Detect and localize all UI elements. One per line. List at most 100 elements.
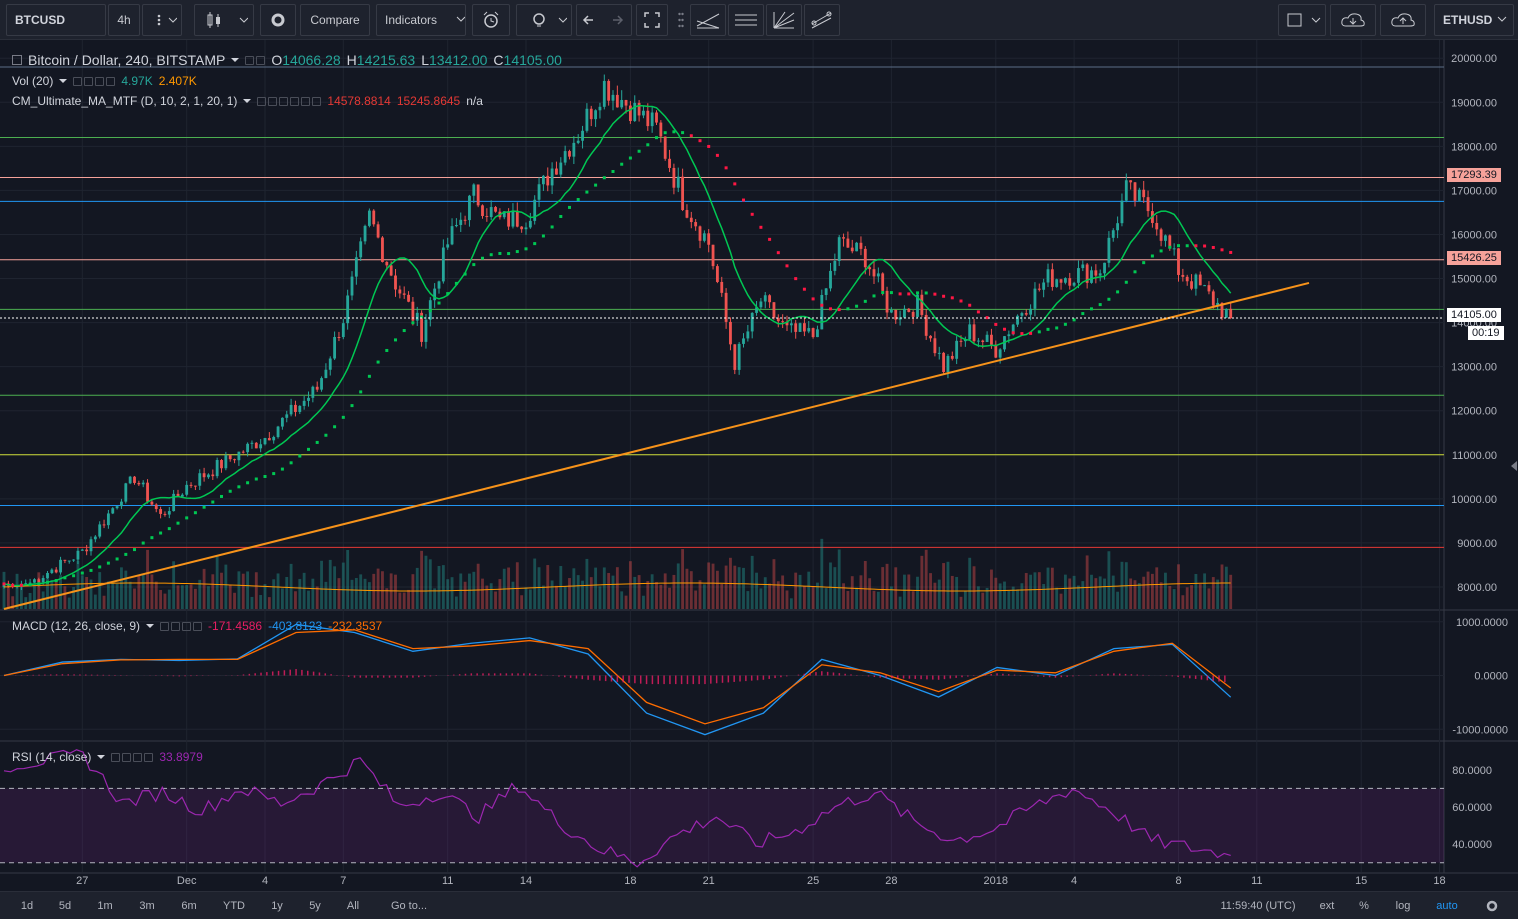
symbol-search[interactable]: BTCUSD	[6, 4, 106, 36]
candle-body	[589, 108, 593, 120]
volume-bar	[207, 586, 210, 609]
drag-handle-icon[interactable]	[676, 4, 686, 36]
volume-bar	[1068, 578, 1072, 609]
legend-tools[interactable]	[257, 96, 322, 106]
candle-body	[846, 238, 850, 248]
caret-down-icon[interactable]	[146, 622, 155, 630]
ma-dot	[976, 310, 980, 314]
legend-tools[interactable]	[73, 76, 116, 86]
volume-bar	[1142, 576, 1146, 609]
ma-dot	[707, 144, 711, 148]
range-1y[interactable]: 1y	[271, 900, 283, 912]
ext-toggle[interactable]: ext	[1319, 900, 1335, 912]
volume-bar	[1003, 581, 1006, 609]
range-5d[interactable]: 5d	[58, 900, 72, 912]
candle-body	[894, 309, 898, 320]
ma-dot	[394, 338, 397, 342]
candle-body	[676, 176, 680, 188]
ideas-button[interactable]	[516, 4, 572, 36]
interval-button[interactable]: 4h	[108, 4, 140, 36]
volume-bar	[411, 574, 415, 609]
ma-dot	[655, 136, 658, 140]
volume-bar	[646, 581, 650, 609]
legend-tools[interactable]	[245, 55, 266, 65]
alarm-clock-icon	[483, 11, 499, 28]
volume-bar	[750, 555, 754, 609]
template-button-2[interactable]	[728, 4, 764, 36]
candle-body	[67, 560, 71, 562]
volume-bar	[115, 583, 119, 609]
caret-down-icon[interactable]	[231, 56, 240, 64]
indicators-button[interactable]: Indicators	[376, 4, 466, 36]
ma-dot	[1081, 312, 1085, 316]
save-layout-button[interactable]	[1380, 4, 1426, 36]
compare-symbol-box[interactable]: ETHUSD	[1434, 4, 1514, 36]
load-layout-button[interactable]	[1330, 4, 1376, 36]
fullscreen-button[interactable]	[636, 4, 668, 36]
candle-body	[298, 405, 302, 412]
volume-bar	[1181, 595, 1185, 609]
range-all[interactable]: All	[346, 900, 360, 912]
level-price-tag: 15426.25	[1447, 251, 1501, 265]
template-button-1[interactable]	[690, 4, 726, 36]
y-tick-label: -1000.0000	[1452, 724, 1508, 736]
chart-settings-button[interactable]	[1482, 897, 1502, 915]
collapse-icon[interactable]	[12, 55, 22, 65]
goto-button[interactable]: Go to...	[390, 900, 428, 912]
volume-bar	[106, 581, 110, 609]
volume-bar	[559, 566, 563, 609]
volume-bar	[850, 576, 854, 609]
candle-body	[1142, 189, 1146, 198]
volume-bar	[937, 579, 941, 609]
range-6m[interactable]: 6m	[181, 900, 197, 912]
auto-toggle[interactable]: auto	[1436, 900, 1458, 912]
undo-redo-group[interactable]	[576, 4, 632, 36]
volume-bar	[794, 572, 798, 609]
template-button-4[interactable]	[804, 4, 840, 36]
candle-body	[207, 474, 210, 478]
settings-button[interactable]	[260, 4, 296, 36]
legend-tools[interactable]	[160, 621, 203, 631]
candle-body	[102, 524, 106, 526]
log-toggle[interactable]: log	[1395, 900, 1411, 912]
y-tick-label: 17000.00	[1451, 185, 1497, 197]
volume-bar	[267, 597, 271, 609]
candle-body	[272, 437, 276, 441]
range-5y[interactable]: 5y	[309, 900, 321, 912]
volume-bar	[228, 584, 232, 609]
ma-dot	[507, 252, 511, 256]
candle-body	[681, 176, 685, 211]
range-ytd[interactable]: YTD	[223, 900, 245, 912]
gann-fan-icon	[773, 11, 795, 29]
clock[interactable]: 11:59:40 (UTC)	[1220, 900, 1296, 912]
volume-bar	[789, 598, 793, 609]
legend-tools[interactable]	[111, 752, 154, 762]
candle-body	[37, 579, 41, 583]
range-1d[interactable]: 1d	[20, 900, 34, 912]
candle-body	[189, 484, 193, 486]
template-button-3[interactable]	[766, 4, 802, 36]
layout-button[interactable]	[1278, 4, 1326, 36]
chart-type-button[interactable]	[194, 4, 254, 36]
caret-down-icon[interactable]	[97, 753, 106, 761]
volume-bar	[1059, 593, 1063, 609]
candle-body	[381, 237, 384, 262]
candle-body	[1198, 274, 1202, 286]
candle-body	[1211, 291, 1215, 306]
side-panel-arrow-icon[interactable]	[1511, 460, 1518, 474]
chart-canvas[interactable]: 27 Dec 4 7 11 14 18 21 25 28 2018 4 8 11 15 18 20000.00 1…	[0, 40, 1518, 891]
caret-down-icon[interactable]	[243, 97, 252, 105]
compare-button[interactable]: Compare	[300, 4, 370, 36]
volume-bar	[1150, 573, 1154, 609]
alert-button[interactable]	[472, 4, 510, 36]
interval-dropdown[interactable]	[142, 4, 182, 36]
chart-area[interactable]: 27 Dec 4 7 11 14 18 21 25 28 2018 4 8 11 15 18 20000.00 1…	[0, 40, 1518, 891]
candle-body	[1042, 282, 1046, 290]
ma-dot	[307, 447, 310, 451]
candle-body	[215, 460, 219, 477]
range-3m[interactable]: 3m	[139, 900, 155, 912]
range-1m[interactable]: 1m	[97, 900, 113, 912]
volume-bar	[524, 587, 528, 609]
percent-toggle[interactable]: %	[1359, 900, 1369, 912]
caret-down-icon[interactable]	[59, 77, 68, 85]
